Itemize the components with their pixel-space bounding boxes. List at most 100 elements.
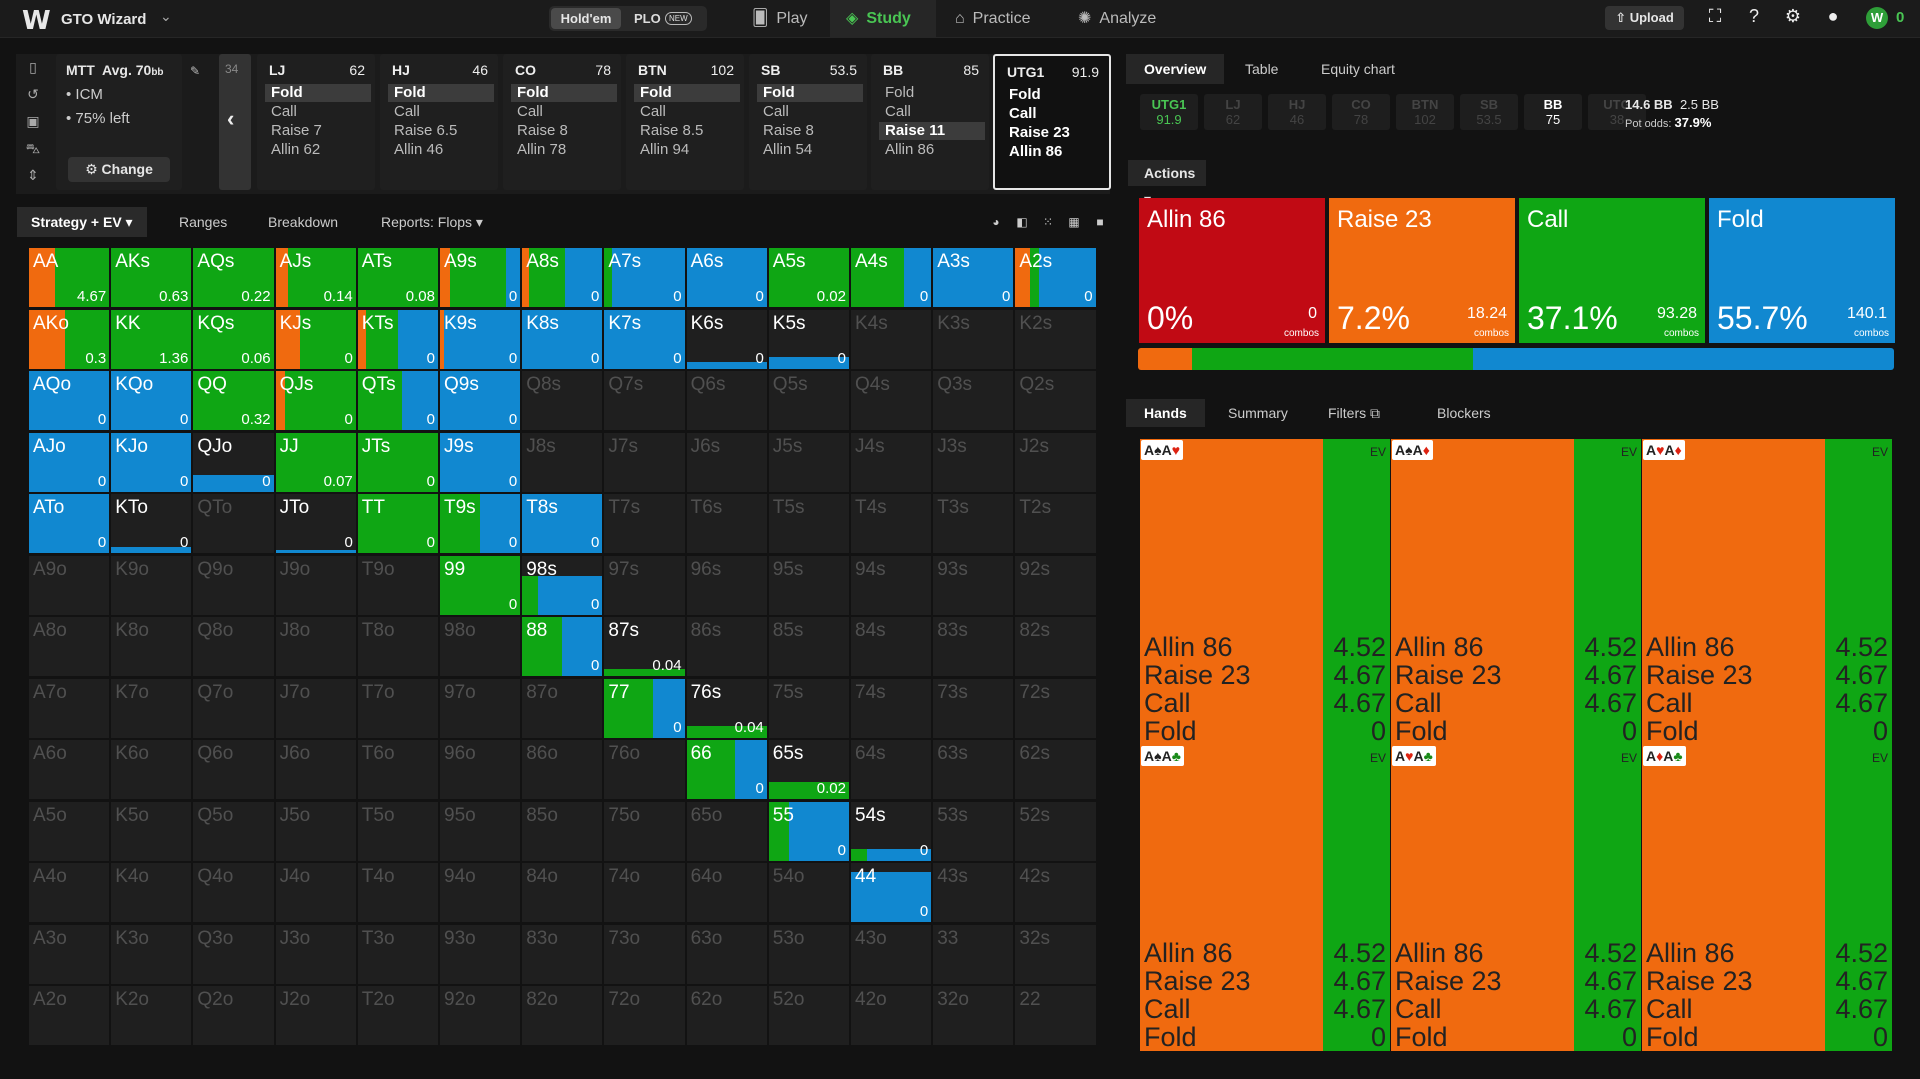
hand-cell-j7s[interactable]: J7s (604, 432, 685, 492)
tab-summary[interactable]: Summary (1228, 405, 1288, 421)
position-action[interactable]: Call (885, 103, 911, 120)
position-action[interactable]: Call (763, 103, 789, 120)
tab-reports[interactable]: Reports: Flops ▾ (381, 214, 483, 230)
hand-cell-64s[interactable]: 64s (851, 740, 932, 800)
position-utg1[interactable]: UTG1 91.9 Fold Call Raise 23 Allin 86 (993, 54, 1111, 190)
change-button[interactable]: ⚙ Change (68, 157, 170, 182)
hand-cell-t2s[interactable]: T2s (1015, 494, 1096, 554)
hand-cell-qto[interactable]: QTo (193, 494, 274, 554)
hand-combo[interactable]: A♠A♦ EV Allin 86 Raise 23 Call Fold 4.52 4.67 4.… (1391, 439, 1641, 745)
position-action[interactable]: Call (640, 103, 666, 120)
hand-cell-k3o[interactable]: K3o (111, 924, 192, 984)
hand-cell-kqs[interactable]: KQs 0.06 (193, 309, 274, 369)
hand-cell-aks[interactable]: AKs 0.63 (111, 248, 192, 308)
position-action[interactable]: Allin 62 (271, 141, 321, 158)
hand-cell-jts[interactable]: JTs 0 (357, 432, 438, 492)
hand-cell-a4o[interactable]: A4o (29, 863, 110, 923)
hand-cell-kto[interactable]: KTo 0 (111, 494, 192, 554)
hand-cell-k8o[interactable]: K8o (111, 617, 192, 677)
hand-cell-kqo[interactable]: KQo 0 (111, 371, 192, 431)
hand-cell-aqo[interactable]: AQo 0 (29, 371, 110, 431)
upload-button[interactable]: ⇧ Upload (1605, 6, 1684, 30)
hand-cell-t6s[interactable]: T6s (686, 494, 767, 554)
hand-cell-73s[interactable]: 73s (933, 678, 1014, 738)
tab-filters[interactable]: Filters ⧉ (1328, 405, 1381, 421)
hand-cell-a7o[interactable]: A7o (29, 678, 110, 738)
hand-cell-q4o[interactable]: Q4o (193, 863, 274, 923)
hand-cell-ako[interactable]: AKo 0.3 (29, 309, 110, 369)
hand-cell-ajo[interactable]: AJo 0 (29, 432, 110, 492)
hand-cell-k4s[interactable]: K4s (851, 309, 932, 369)
hand-cell-82s[interactable]: 82s (1015, 617, 1096, 677)
hand-cell-98s[interactable]: 98s 0 (522, 555, 603, 615)
hand-cell-74s[interactable]: 74s (851, 678, 932, 738)
hand-cell-k5o[interactable]: K5o (111, 801, 192, 861)
reset-icon[interactable]: ↺ (27, 86, 39, 102)
hand-cell-qts[interactable]: QTs 0 (357, 371, 438, 431)
hand-cell-t5o[interactable]: T5o (357, 801, 438, 861)
hand-cell-94o[interactable]: 94o (440, 863, 521, 923)
hand-cell-kts[interactable]: KTs 0 (357, 309, 438, 369)
hand-cell-k3s[interactable]: K3s (933, 309, 1014, 369)
hand-cell-75o[interactable]: 75o (604, 801, 685, 861)
hand-cell-j5s[interactable]: J5s (768, 432, 849, 492)
position-co[interactable]: CO 78 Fold Call Raise 8 Allin 78 (503, 54, 621, 190)
chip-icon[interactable]: ◕ (992, 215, 1000, 229)
hand-cell-33[interactable]: 33 (933, 924, 1014, 984)
hand-cell-tt[interactable]: TT 0 (357, 494, 438, 554)
nav-study[interactable]: ◈ Study (830, 0, 936, 37)
hand-cell-97o[interactable]: 97o (440, 678, 521, 738)
hand-cell-ajs[interactable]: AJs 0.14 (275, 248, 356, 308)
hand-combo[interactable]: A♥A♣ EV Allin 86 Raise 23 Call Fold 4.52 4.67 4.… (1391, 745, 1641, 1051)
hand-cell-77[interactable]: 77 0 (604, 678, 685, 738)
hand-cell-54o[interactable]: 54o (768, 863, 849, 923)
hand-cell-qjo[interactable]: QJo 0 (193, 432, 274, 492)
tab-equity-chart[interactable]: Equity chart (1321, 61, 1395, 77)
position-lj[interactable]: LJ 62 Fold Call Raise 7 Allin 62 (257, 54, 375, 190)
position-action[interactable]: Allin 78 (517, 141, 567, 158)
stack-pill-btn[interactable]: BTN 102 (1396, 94, 1454, 130)
hand-cell-a5s[interactable]: A5s 0.02 (768, 248, 849, 308)
hand-cell-q4s[interactable]: Q4s (851, 371, 932, 431)
hand-cell-t3s[interactable]: T3s (933, 494, 1014, 554)
hand-cell-52s[interactable]: 52s (1015, 801, 1096, 861)
hand-cell-72o[interactable]: 72o (604, 986, 685, 1046)
hand-cell-93o[interactable]: 93o (440, 924, 521, 984)
hand-cell-ato[interactable]: ATo 0 (29, 494, 110, 554)
hand-cell-93s[interactable]: 93s (933, 555, 1014, 615)
hand-cell-j3o[interactable]: J3o (275, 924, 356, 984)
hand-cell-82o[interactable]: 82o (522, 986, 603, 1046)
position-action[interactable]: Fold (1009, 86, 1041, 103)
hand-cell-72s[interactable]: 72s (1015, 678, 1096, 738)
hand-cell-43o[interactable]: 43o (851, 924, 932, 984)
position-action[interactable]: Raise 6.5 (394, 122, 458, 139)
nav-practice[interactable]: ⌂ Practice (955, 10, 1031, 27)
hand-cell-52o[interactable]: 52o (768, 986, 849, 1046)
position-action[interactable]: Raise 11 (879, 122, 985, 140)
hand-cell-a6o[interactable]: A6o (29, 740, 110, 800)
hand-cell-t9o[interactable]: T9o (357, 555, 438, 615)
hand-cell-99[interactable]: 99 0 (440, 555, 521, 615)
hand-cell-j5o[interactable]: J5o (275, 801, 356, 861)
brand-name[interactable]: GTO Wizard (61, 11, 147, 28)
game-plo[interactable]: PLO (634, 11, 661, 26)
hand-combo[interactable]: A♦A♣ EV Allin 86 Raise 23 Call Fold 4.52 4.67 4.… (1642, 745, 1892, 1051)
hand-cell-22[interactable]: 22 (1015, 986, 1096, 1046)
position-action[interactable]: Allin 86 (885, 141, 935, 158)
hand-cell-k9o[interactable]: K9o (111, 555, 192, 615)
hand-cell-98o[interactable]: 98o (440, 617, 521, 677)
hand-cell-q2o[interactable]: Q2o (193, 986, 274, 1046)
hand-cell-k2s[interactable]: K2s (1015, 309, 1096, 369)
hand-combo[interactable]: A♠A♥ EV Allin 86 Raise 23 Call Fold 4.52 4.67 4.… (1140, 439, 1390, 745)
hand-cell-32s[interactable]: 32s (1015, 924, 1096, 984)
position-btn[interactable]: BTN 102 Fold Call Raise 8.5 Allin 94 (626, 54, 744, 190)
hand-cell-a9o[interactable]: A9o (29, 555, 110, 615)
position-action[interactable]: Allin 54 (763, 141, 813, 158)
hand-cell-a2s[interactable]: A2s 0 (1015, 248, 1096, 308)
position-action[interactable]: Allin 94 (640, 141, 690, 158)
hand-cell-aa[interactable]: AA 4.67 (29, 248, 110, 308)
hand-cell-a8o[interactable]: A8o (29, 617, 110, 677)
grid-icon[interactable]: ▦ (1068, 215, 1080, 229)
hand-cell-a8s[interactable]: A8s 0 (522, 248, 603, 308)
game-holdem[interactable]: Hold'em (551, 8, 621, 29)
